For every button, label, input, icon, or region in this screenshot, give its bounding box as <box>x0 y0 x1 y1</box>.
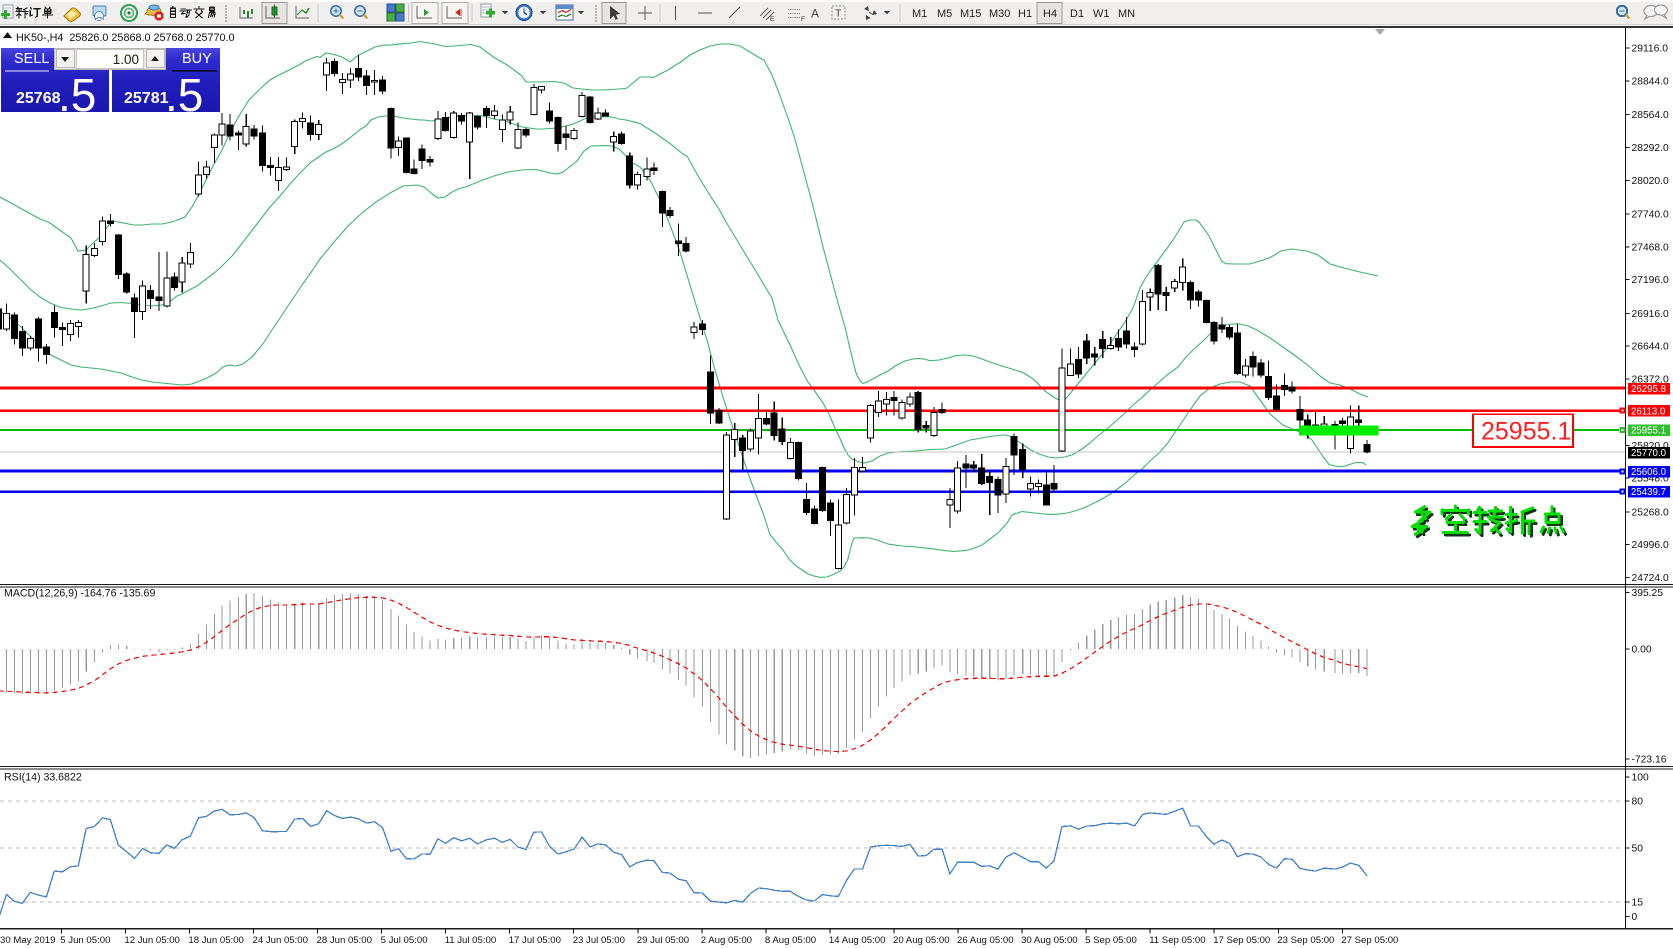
svg-text:M15: M15 <box>960 8 981 20</box>
svg-text:24724.0: 24724.0 <box>1632 573 1669 584</box>
svg-text:25268.0: 25268.0 <box>1632 507 1669 518</box>
svg-text:29116.0: 29116.0 <box>1632 44 1669 55</box>
svg-text:27740.0: 27740.0 <box>1632 210 1669 221</box>
svg-text:27 Sep 05:00: 27 Sep 05:00 <box>1341 935 1398 946</box>
svg-text:26916.0: 26916.0 <box>1632 309 1669 320</box>
svg-text:50: 50 <box>1632 843 1644 854</box>
svg-text:0: 0 <box>1632 912 1638 923</box>
svg-text:5 Sep 05:00: 5 Sep 05:00 <box>1085 935 1137 946</box>
svg-text:395.25: 395.25 <box>1632 588 1664 599</box>
svg-text:11 Sep 05:00: 11 Sep 05:00 <box>1149 935 1205 946</box>
svg-text:2 Aug 05:00: 2 Aug 05:00 <box>701 935 752 946</box>
svg-text:30 Aug 05:00: 30 Aug 05:00 <box>1021 935 1078 946</box>
svg-text:E: E <box>770 16 775 23</box>
svg-text:M1: M1 <box>912 8 927 20</box>
svg-text:24996.0: 24996.0 <box>1632 540 1669 551</box>
svg-text:28020.0: 28020.0 <box>1632 176 1669 187</box>
svg-text:0.00: 0.00 <box>1632 644 1652 655</box>
svg-text:MACD(12,26,9) -164.76 -135.69: MACD(12,26,9) -164.76 -135.69 <box>4 588 155 600</box>
svg-text:25955.1: 25955.1 <box>1481 418 1571 446</box>
svg-text:18 Jun 05:00: 18 Jun 05:00 <box>188 935 243 946</box>
svg-text:D1: D1 <box>1070 8 1084 20</box>
svg-text:RSI(14) 33.6822: RSI(14) 33.6822 <box>4 772 82 784</box>
svg-text:25606.0: 25606.0 <box>1631 467 1667 478</box>
svg-text:25955.1: 25955.1 <box>1631 426 1666 437</box>
svg-text:MN: MN <box>1118 8 1135 20</box>
svg-text:23 Jul 05:00: 23 Jul 05:00 <box>573 935 625 946</box>
svg-text:12 Jun 05:00: 12 Jun 05:00 <box>124 935 179 946</box>
svg-text:H1: H1 <box>1018 8 1032 20</box>
svg-text:W1: W1 <box>1093 8 1110 20</box>
svg-text:25548.0: 25548.0 <box>1632 474 1669 485</box>
svg-text:F: F <box>801 16 805 23</box>
svg-text:25820.0: 25820.0 <box>1632 441 1669 452</box>
svg-text:-723.16: -723.16 <box>1632 754 1667 765</box>
svg-text:26 Aug 05:00: 26 Aug 05:00 <box>957 935 1014 946</box>
svg-text:30 May 2019: 30 May 2019 <box>0 935 55 946</box>
svg-text:29 Jul 05:00: 29 Jul 05:00 <box>637 935 689 946</box>
svg-text:24 Jun 05:00: 24 Jun 05:00 <box>253 935 308 946</box>
svg-text:11 Jul 05:00: 11 Jul 05:00 <box>445 935 497 946</box>
svg-text:5 Jun 05:00: 5 Jun 05:00 <box>60 935 110 946</box>
svg-text:20 Aug 05:00: 20 Aug 05:00 <box>893 935 950 946</box>
svg-text:23 Sep 05:00: 23 Sep 05:00 <box>1277 935 1334 946</box>
svg-text:28844.0: 28844.0 <box>1632 77 1669 88</box>
svg-text:28292.0: 28292.0 <box>1632 143 1669 154</box>
svg-text:28564.0: 28564.0 <box>1632 110 1669 121</box>
svg-text:M30: M30 <box>989 8 1010 20</box>
svg-text:A: A <box>811 7 819 21</box>
svg-text:100: 100 <box>1632 773 1649 784</box>
svg-text:26113.0: 26113.0 <box>1631 406 1666 417</box>
svg-text:25770.0: 25770.0 <box>1631 448 1667 459</box>
svg-text:25439.7: 25439.7 <box>1631 487 1666 498</box>
svg-text:27468.0: 27468.0 <box>1632 242 1669 253</box>
svg-text:26644.0: 26644.0 <box>1632 342 1669 353</box>
svg-text:15: 15 <box>1632 898 1644 909</box>
svg-text:17 Jul 05:00: 17 Jul 05:00 <box>509 935 561 946</box>
svg-text:27196.0: 27196.0 <box>1632 275 1669 286</box>
svg-text:26372.0: 26372.0 <box>1632 374 1669 385</box>
svg-text:M5: M5 <box>937 8 952 20</box>
svg-text:T: T <box>835 8 842 20</box>
svg-text:14 Aug 05:00: 14 Aug 05:00 <box>829 935 886 946</box>
svg-text:17 Sep 05:00: 17 Sep 05:00 <box>1213 935 1270 946</box>
svg-text:H4: H4 <box>1043 8 1057 20</box>
svg-text:80: 80 <box>1632 796 1644 807</box>
svg-text:5 Jul 05:00: 5 Jul 05:00 <box>381 935 428 946</box>
svg-text:28 Jun 05:00: 28 Jun 05:00 <box>317 935 372 946</box>
svg-text:8 Aug 05:00: 8 Aug 05:00 <box>765 935 816 946</box>
svg-text:HK50-,H4 25826.0 25868.0 2576: HK50-,H4 25826.0 25868.0 25768.0 25770.0 <box>16 32 235 44</box>
svg-text:26295.8: 26295.8 <box>1631 384 1666 395</box>
